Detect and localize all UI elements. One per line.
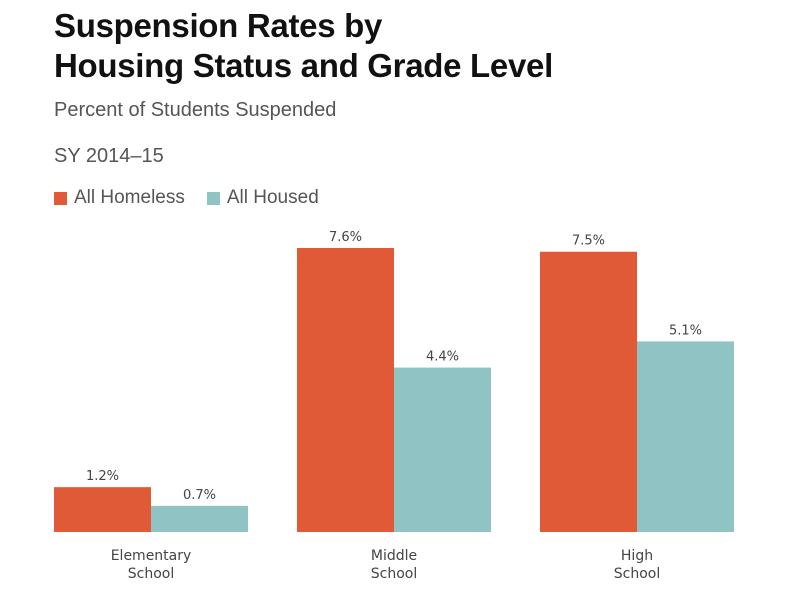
bar-housed-1: [394, 367, 491, 532]
data-label-homeless-2: 7.5%: [572, 234, 605, 249]
category-label-2-line-1: School: [614, 566, 660, 582]
chart-period: SY 2014–15: [54, 145, 164, 167]
bar-homeless-0: [54, 487, 151, 532]
legend-label-homeless: All Homeless: [74, 187, 185, 208]
chart-subtitle: Percent of Students Suspended: [54, 99, 337, 121]
bar-housed-0: [151, 505, 248, 532]
chart-title-line-2: Housing Status and Grade Level: [54, 47, 553, 84]
bar-housed-2: [637, 341, 734, 532]
legend-swatch-housed: [206, 191, 220, 205]
category-label-1-line-0: Middle: [371, 548, 417, 564]
chart-title-line-1: Suspension Rates by: [54, 7, 383, 44]
data-label-housed-0: 0.7%: [183, 488, 216, 503]
category-label-2-line-0: High: [621, 548, 653, 564]
category-label-1-line-1: School: [371, 566, 417, 582]
legend-item-housed: All Housed: [206, 187, 319, 209]
data-label-homeless-0: 1.2%: [86, 469, 119, 484]
data-label-homeless-1: 7.6%: [329, 230, 362, 245]
legend-swatch-homeless: [54, 191, 67, 205]
data-label-housed-1: 4.4%: [426, 350, 459, 365]
category-label-0-line-0: Elementary: [111, 548, 192, 564]
chart-title: Suspension Rates by Housing Status and G…: [54, 6, 553, 86]
legend-item-homeless: All Homeless: [54, 187, 185, 209]
data-label-housed-2: 5.1%: [669, 323, 702, 338]
bar-homeless-2: [540, 251, 637, 532]
legend: All Homeless All Housed: [54, 187, 341, 209]
bar-homeless-1: [297, 248, 394, 532]
category-label-0-line-1: School: [128, 566, 174, 582]
legend-label-housed: All Housed: [226, 187, 319, 208]
